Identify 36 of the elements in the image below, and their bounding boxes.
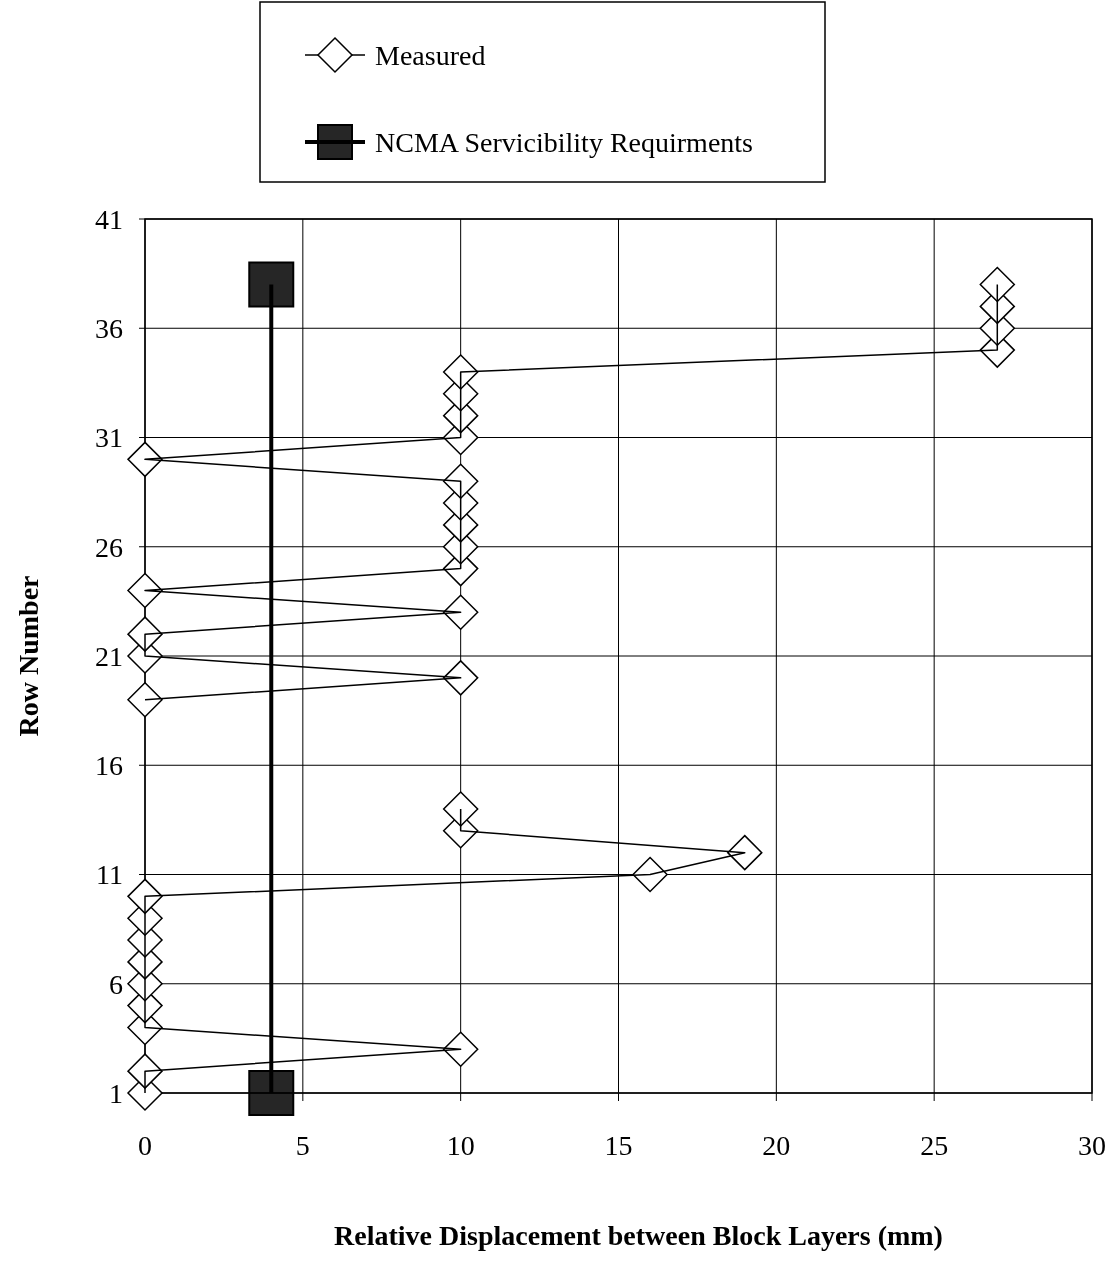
legend-label: Measured (375, 39, 486, 71)
x-axis-title: Relative Displacement between Block Layers (mm) (334, 1220, 943, 1251)
y-tick-label: 6 (109, 968, 123, 1000)
x-tick-label: 25 (920, 1130, 949, 1161)
point (127, 681, 163, 718)
x-tick-label: 15 (604, 1130, 633, 1161)
legend-label: NCMA Servicibility Requirments (375, 126, 753, 158)
x-tick-label: 0 (138, 1130, 152, 1161)
y-tick-label: 41 (95, 203, 123, 235)
x-tick-label: 5 (295, 1130, 310, 1161)
y-tick-label: 21 (95, 640, 123, 672)
point (127, 572, 163, 609)
y-tick-label: 26 (95, 531, 123, 563)
y-axis-title: Row Number (13, 575, 44, 737)
y-tick-label: 11 (96, 859, 123, 891)
point (442, 354, 479, 390)
x-tick-label: 10 (446, 1130, 475, 1161)
y-tick-label: 16 (95, 750, 123, 782)
y-tick-label: 31 (95, 422, 123, 454)
point (442, 791, 479, 827)
x-tick-label: 20 (762, 1130, 791, 1161)
point (248, 261, 295, 308)
point (979, 266, 1016, 303)
point (248, 1070, 295, 1116)
point (442, 463, 479, 499)
x-tick-label: 30 (1078, 1130, 1106, 1161)
point (727, 834, 763, 871)
point (127, 616, 163, 652)
point (442, 660, 479, 696)
y-tick-label: 1 (109, 1077, 123, 1109)
point (632, 856, 668, 893)
point (127, 1053, 163, 1089)
point (442, 594, 479, 631)
point (442, 1031, 479, 1068)
y-tick-label: 36 (95, 313, 123, 345)
point (127, 441, 163, 478)
